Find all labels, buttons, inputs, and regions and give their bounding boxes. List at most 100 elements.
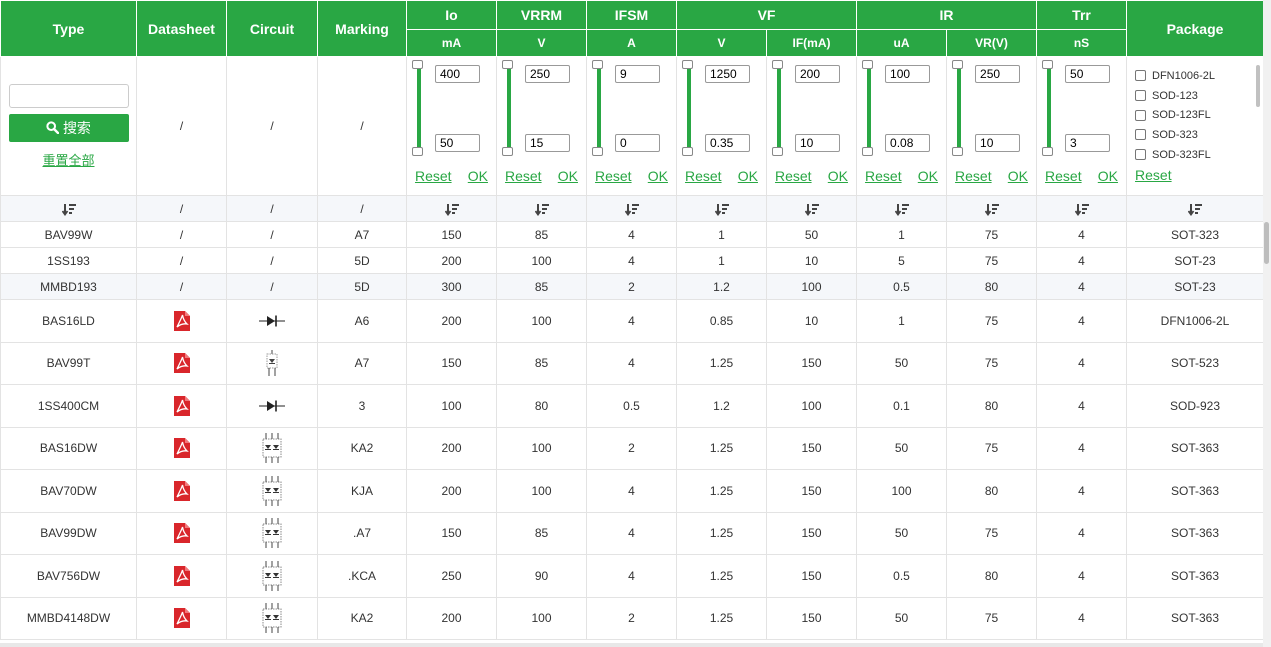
table-row[interactable]: 1SS400CM 3 100 80 0.5 1.2 100 0.1 80 4 SOD-923 <box>0 384 1263 428</box>
range-ok-link[interactable]: OK <box>917 168 939 184</box>
range-max-input[interactable]: 250 <box>525 65 570 83</box>
sort-descending-icon[interactable] <box>61 203 76 216</box>
table-row[interactable]: BAV99DW .A7 150 85 4 1.25 150 50 75 4 SOT-363 <box>0 511 1263 555</box>
search-button[interactable]: 搜索 <box>8 113 129 142</box>
range-slider-max-handle[interactable] <box>1042 60 1054 69</box>
range-reset-link[interactable]: Reset <box>775 168 812 184</box>
range-slider-track[interactable] <box>867 64 872 154</box>
sort-descending-icon[interactable] <box>894 203 909 216</box>
range-slider-min-handle[interactable] <box>502 147 513 156</box>
sort-descending-icon[interactable] <box>534 203 549 216</box>
range-ok-link[interactable]: OK <box>1007 168 1029 184</box>
range-slider-max-handle[interactable] <box>682 60 693 69</box>
range-slider-min-handle[interactable] <box>682 147 693 156</box>
table-row[interactable]: MMBD193//5D 300 85 2 1.2 100 0.5 80 4 SOT-23 <box>0 273 1263 300</box>
range-slider-track[interactable] <box>507 64 511 154</box>
package-checkbox[interactable] <box>1135 129 1147 141</box>
range-slider-track[interactable] <box>777 64 781 154</box>
sort-descending-icon[interactable] <box>1074 203 1089 216</box>
range-reset-link[interactable]: Reset <box>595 168 632 184</box>
range-min-input[interactable]: 50 <box>435 134 480 152</box>
range-ok-link[interactable]: OK <box>1097 168 1119 184</box>
range-ok-link[interactable]: OK <box>467 168 488 184</box>
horizontal-scrollbar[interactable] <box>0 643 1263 647</box>
range-max-input[interactable]: 200 <box>795 65 840 83</box>
range-slider-track[interactable] <box>1047 64 1052 154</box>
package-option[interactable]: DFN1006-2L <box>1135 66 1252 86</box>
range-slider-min-handle[interactable] <box>592 147 603 156</box>
table-row[interactable]: MMBD4148DW KA2 200 100 2 1.25 150 50 75 4 SOT-363 <box>0 596 1263 640</box>
package-checkbox[interactable] <box>1135 109 1147 121</box>
range-reset-link[interactable]: Reset <box>865 168 902 184</box>
range-slider-max-handle[interactable] <box>502 60 513 69</box>
sort-descending-icon[interactable] <box>804 203 819 216</box>
table-row[interactable]: BAV70DW KJA 200 100 4 1.25 150 100 80 4 SOT-363 <box>0 469 1263 513</box>
range-slider-min-handle[interactable] <box>952 147 964 156</box>
range-max-input[interactable]: 250 <box>975 65 1021 83</box>
vertical-scrollbar[interactable] <box>1263 0 1271 647</box>
range-slider-track[interactable] <box>687 64 691 154</box>
range-slider-min-handle[interactable] <box>862 147 874 156</box>
range-reset-link[interactable]: Reset <box>685 168 722 184</box>
range-reset-link[interactable]: Reset <box>955 168 992 184</box>
range-slider-max-handle[interactable] <box>772 60 783 69</box>
package-option[interactable]: SOD-323FL <box>1135 145 1252 165</box>
package-option[interactable]: SOD-123FL <box>1135 105 1252 125</box>
range-max-input[interactable]: 9 <box>615 65 660 83</box>
package-checkbox[interactable] <box>1135 149 1147 161</box>
range-slider-min-handle[interactable] <box>412 147 423 156</box>
table-row[interactable]: BAS16DW KA2 200 100 2 1.25 150 50 75 4 SOT-363 <box>0 426 1263 470</box>
range-slider-max-handle[interactable] <box>412 60 423 69</box>
range-slider-max-handle[interactable] <box>862 60 874 69</box>
range-slider-max-handle[interactable] <box>592 60 603 69</box>
range-min-input[interactable]: 15 <box>525 134 570 152</box>
table-row[interactable]: BAV99T A7 150 85 4 1.25 150 50 75 4 SOT-523 <box>0 341 1263 385</box>
range-reset-link[interactable]: Reset <box>415 168 452 184</box>
search-input[interactable] <box>8 83 129 108</box>
sort-descending-icon[interactable] <box>714 203 729 216</box>
range-ok-link[interactable]: OK <box>827 168 849 184</box>
range-ok-link[interactable]: OK <box>737 168 758 184</box>
sort-descending-icon[interactable] <box>444 203 459 216</box>
pdf-icon[interactable] <box>173 480 191 502</box>
reset-all-link[interactable]: 重置全部 <box>42 152 95 168</box>
table-row[interactable]: BAV756DW .KCA 250 90 4 1.25 150 0.5 80 4 SOT-363 <box>0 554 1263 598</box>
range-slider-track[interactable] <box>597 64 601 154</box>
range-max-input[interactable]: 50 <box>1065 65 1111 83</box>
pdf-icon[interactable] <box>173 437 191 459</box>
range-min-input[interactable]: 0 <box>615 134 660 152</box>
range-max-input[interactable]: 400 <box>435 65 480 83</box>
range-ok-link[interactable]: OK <box>557 168 578 184</box>
range-slider-track[interactable] <box>957 64 962 154</box>
package-reset-link[interactable]: Reset <box>1135 167 1172 183</box>
package-list-scrollbar[interactable] <box>1256 65 1261 107</box>
range-min-input[interactable]: 0.08 <box>885 134 931 152</box>
package-option[interactable]: SOD-123 <box>1135 86 1252 106</box>
range-min-input[interactable]: 3 <box>1065 134 1111 152</box>
package-checkbox[interactable] <box>1135 90 1147 102</box>
pdf-icon[interactable] <box>173 395 191 417</box>
range-slider-max-handle[interactable] <box>952 60 964 69</box>
range-min-input[interactable]: 10 <box>795 134 840 152</box>
range-min-input[interactable]: 0.35 <box>705 134 750 152</box>
sort-descending-icon[interactable] <box>1188 203 1203 216</box>
range-ok-link[interactable]: OK <box>647 168 668 184</box>
pdf-icon[interactable] <box>173 565 191 587</box>
package-option[interactable]: SOD-323 <box>1135 125 1252 145</box>
table-row[interactable]: BAS16LD A6 200 100 4 0.85 10 1 75 4 DFN1006-2L <box>0 299 1263 343</box>
sort-descending-icon[interactable] <box>624 203 639 216</box>
sort-descending-icon[interactable] <box>984 203 999 216</box>
pdf-icon[interactable] <box>173 352 191 374</box>
range-slider-min-handle[interactable] <box>772 147 783 156</box>
range-reset-link[interactable]: Reset <box>1045 168 1082 184</box>
range-max-input[interactable]: 100 <box>885 65 931 83</box>
vertical-scrollbar-thumb[interactable] <box>1264 222 1269 264</box>
pdf-icon[interactable] <box>173 607 191 629</box>
range-max-input[interactable]: 1250 <box>705 65 750 83</box>
table-row[interactable]: BAV99W / / A7 150 85 4 1 50 1 75 4 SOT-323 <box>0 221 1263 248</box>
pdf-icon[interactable] <box>173 522 191 544</box>
range-min-input[interactable]: 10 <box>975 134 1021 152</box>
table-row[interactable]: 1SS193//5D 200 100 4 1 10 5 75 4 SOT-23 <box>0 247 1263 274</box>
pdf-icon[interactable] <box>173 310 191 332</box>
package-checkbox[interactable] <box>1135 70 1147 82</box>
